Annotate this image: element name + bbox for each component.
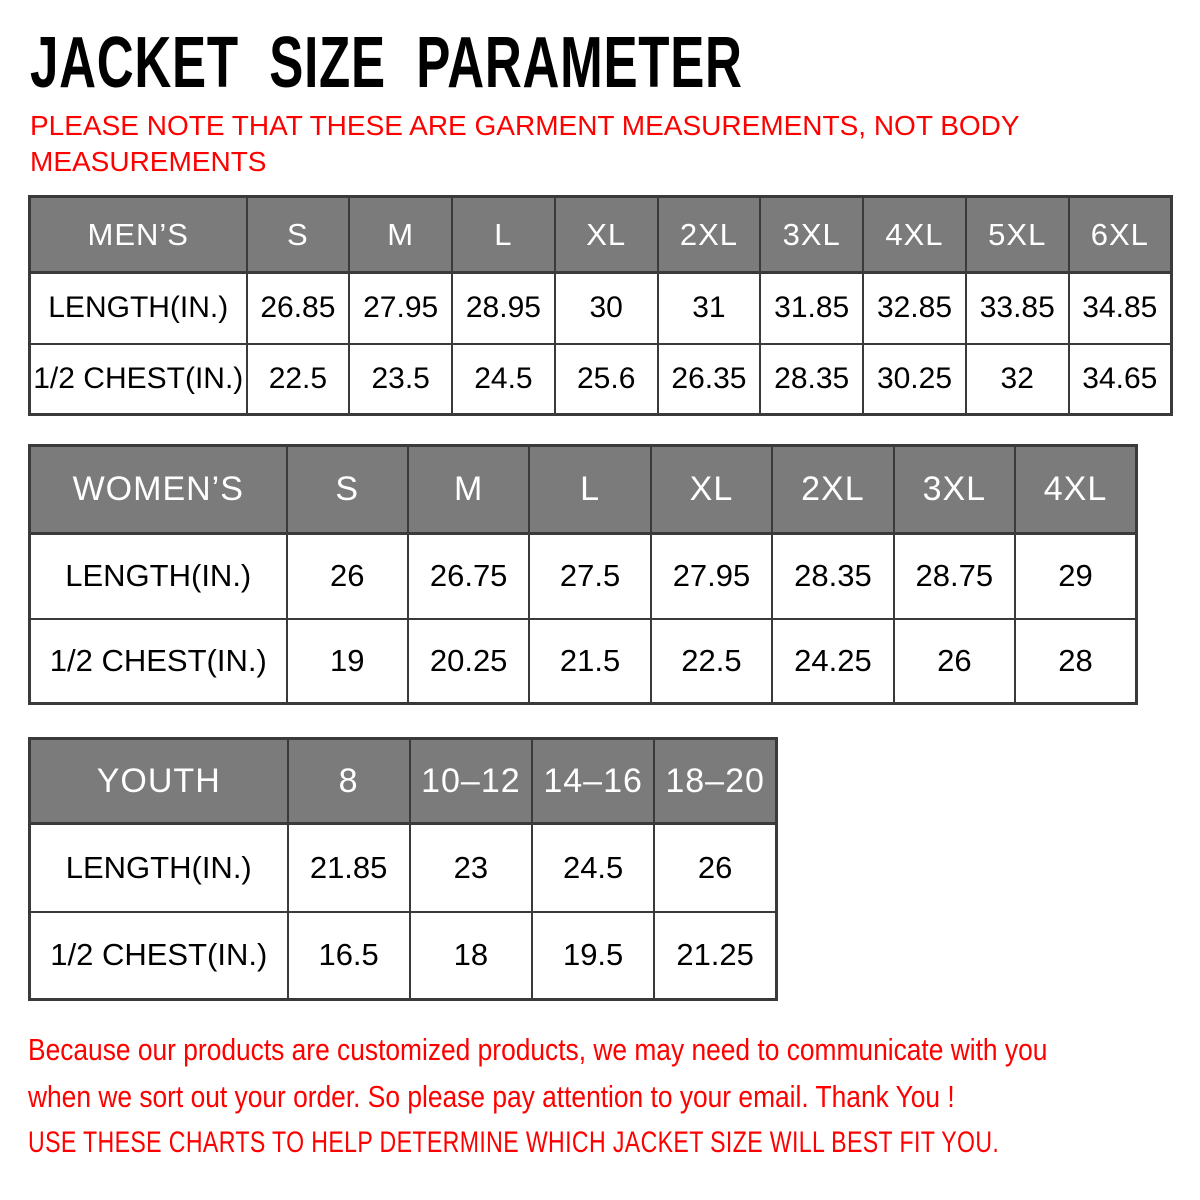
womens-size-table: WOMEN’S S M L XL 2XL 3XL 4XL LENGTH(IN.) 26 26.75 2… [28,444,1138,705]
size-header-cell: 3XL [759,195,865,274]
size-header-cell: 5XL [964,195,1070,274]
measurement-cell: 28.35 [759,342,865,416]
measurement-cell: 19 [285,617,409,705]
measurement-cell: 21.5 [528,617,652,705]
measurement-cell: 19.5 [530,910,656,1001]
size-header-cell: 10–12 [408,737,534,825]
measurement-cell: 27.95 [348,271,454,345]
size-header-cell: XL [649,444,774,535]
row-label-cell: LENGTH(IN.) [28,532,288,620]
row-label-cell: LENGTH(IN.) [28,271,248,345]
measurement-cell: 26.35 [656,342,762,416]
measurement-cell: 26.75 [406,532,531,620]
customization-communication-note: Because our products are customized prod… [28,1026,1047,1120]
size-header-cell: 4XL [862,195,967,274]
measurement-cell: 20.25 [406,617,531,705]
size-header-cell: 2XL [771,444,895,535]
size-header-cell: S [245,195,351,274]
size-header-cell: 18–20 [653,737,778,825]
measurement-cell: 26 [653,822,778,913]
page-title: JACKET SIZE PARAMETER [30,23,743,103]
measurement-cell: 30.25 [862,342,967,416]
size-header-cell: 2XL [656,195,762,274]
row-label-cell: 1/2 CHEST(IN.) [28,617,288,705]
measurement-cell: 16.5 [286,910,411,1001]
customization-note-line-1: Because our products are customized prod… [28,1032,1048,1067]
measurement-cell: 24.25 [771,617,895,705]
size-header-cell: L [451,195,556,274]
warning-line-1: PLEASE NOTE THAT THESE ARE GARMENT MEASU… [30,110,1020,141]
measurement-cell: 34.65 [1067,342,1173,416]
measurement-cell: 33.85 [964,271,1070,345]
size-header-cell: 4XL [1014,444,1138,535]
measurement-cell: 27.95 [649,532,774,620]
table-title-cell: MEN’S [28,195,248,274]
measurement-cell: 22.5 [649,617,774,705]
row-label-cell: LENGTH(IN.) [28,822,289,913]
size-header-cell: 8 [286,737,411,825]
size-header-cell: S [285,444,409,535]
measurement-cell: 28.35 [771,532,895,620]
measurement-cell: 28.95 [451,271,556,345]
mens-size-table: MEN’S S M L XL 2XL 3XL 4XL 5XL 6XL LENGTH(IN.) 26.8… [28,195,1173,416]
measurement-cell: 30 [553,271,659,345]
size-header-cell: 6XL [1067,195,1173,274]
customization-note-line-2: when we sort out your order. So please p… [28,1079,955,1114]
size-header-cell: XL [553,195,659,274]
table-title-cell: WOMEN’S [28,444,288,535]
measurement-cell: 18 [408,910,534,1001]
measurement-cell: 28 [1014,617,1138,705]
fit-advice-note: USE THESE CHARTS TO HELP DETERMINE WHICH… [28,1126,1000,1159]
measurement-cell: 25.6 [553,342,659,416]
measurement-cell: 24.5 [530,822,656,913]
youth-size-table: YOUTH 8 10–12 14–16 18–20 LENGTH(IN.) 21.85 23 2… [28,737,778,1001]
measurement-cell: 32.85 [862,271,967,345]
measurement-cell: 21.25 [653,910,778,1001]
measurement-cell: 26 [892,617,1017,705]
measurement-cell: 32 [964,342,1070,416]
measurement-cell: 27.5 [528,532,652,620]
size-header-cell: L [528,444,652,535]
measurement-cell: 26.85 [245,271,351,345]
size-header-cell: 14–16 [530,737,656,825]
table-title-cell: YOUTH [28,737,289,825]
measurement-cell: 24.5 [451,342,556,416]
size-header-cell: M [348,195,454,274]
warning-line-2: MEASUREMENTS [30,146,267,177]
measurement-cell: 22.5 [245,342,351,416]
row-label-cell: 1/2 CHEST(IN.) [28,910,289,1001]
measurement-cell: 29 [1014,532,1138,620]
measurement-cell: 31 [656,271,762,345]
measurement-cell: 26 [285,532,409,620]
measurement-cell: 34.85 [1067,271,1173,345]
measurement-cell: 23.5 [348,342,454,416]
measurement-cell: 31.85 [759,271,865,345]
row-label-cell: 1/2 CHEST(IN.) [28,342,248,416]
size-header-cell: 3XL [892,444,1017,535]
garment-measurement-warning: PLEASE NOTE THAT THESE ARE GARMENT MEASU… [30,108,1020,180]
measurement-cell: 21.85 [286,822,411,913]
size-header-cell: M [406,444,531,535]
measurement-cell: 23 [408,822,534,913]
measurement-cell: 28.75 [892,532,1017,620]
